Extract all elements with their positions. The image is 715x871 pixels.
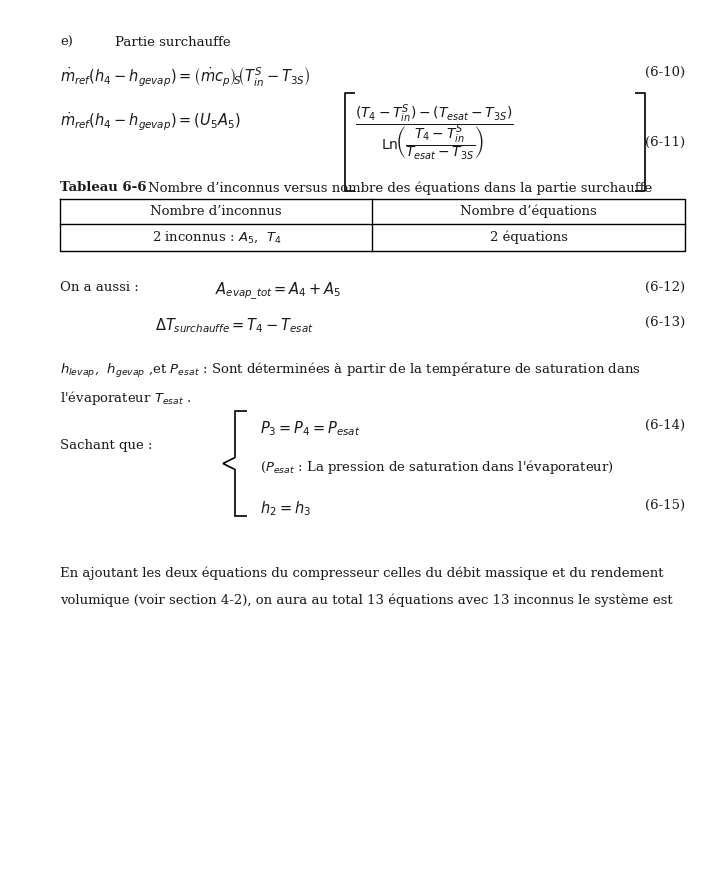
Text: On a aussi :: On a aussi :	[60, 281, 139, 294]
Text: $P_3 = P_4 = P_{esat}$: $P_3 = P_4 = P_{esat}$	[260, 419, 360, 438]
Text: Sachant que :: Sachant que :	[60, 438, 152, 451]
Text: $h_2 = h_3$: $h_2 = h_3$	[260, 499, 311, 517]
Text: (6-10): (6-10)	[645, 66, 685, 79]
Text: (6-12): (6-12)	[645, 281, 685, 294]
Text: (6-11): (6-11)	[645, 136, 685, 149]
Text: (6-14): (6-14)	[645, 419, 685, 432]
Text: $\dot{m}_{ref}(h_4 - h_{gevap}) = \left(\dot{m}c_p\right)_{\!\!S}\!\left(T^S_{in: $\dot{m}_{ref}(h_4 - h_{gevap}) = \left(…	[60, 66, 310, 90]
Text: volumique (voir section 4-2), on aura au total 13 équations avec 13 inconnus le : volumique (voir section 4-2), on aura au…	[60, 593, 673, 606]
Text: $A_{evap\_tot} = A_4 + A_5$: $A_{evap\_tot} = A_4 + A_5$	[215, 281, 341, 302]
Text: Partie surchauffe: Partie surchauffe	[115, 36, 231, 49]
Text: ($P_{esat}$ : La pression de saturation dans l'évaporateur): ($P_{esat}$ : La pression de saturation …	[260, 458, 614, 476]
Text: $\Delta T_{surchauffe} = T_4 - T_{esat}$: $\Delta T_{surchauffe} = T_4 - T_{esat}$	[155, 316, 314, 334]
Text: $h_{levap}$,  $h_{gevap}$ ,et $P_{esat}$ : Sont déterminées à partir de la tempé: $h_{levap}$, $h_{gevap}$ ,et $P_{esat}$ …	[60, 361, 641, 380]
Text: (6-13): (6-13)	[645, 316, 685, 329]
Text: (6-15): (6-15)	[645, 499, 685, 512]
Text: En ajoutant les deux équations du compresseur celles du débit massique et du ren: En ajoutant les deux équations du compre…	[60, 566, 664, 579]
Text: Nombre d’inconnus: Nombre d’inconnus	[150, 205, 282, 218]
Text: e): e)	[60, 36, 73, 49]
Text: 2 inconnus : $A_5$,  $T_4$: 2 inconnus : $A_5$, $T_4$	[152, 230, 281, 246]
Text: 2 équations: 2 équations	[490, 231, 568, 244]
Text: Nombre d’inconnus versus nombre des équations dans la partie surchauffe: Nombre d’inconnus versus nombre des équa…	[148, 181, 652, 194]
Text: Nombre d’équations: Nombre d’équations	[460, 205, 597, 219]
Text: $\dot{m}_{ref}(h_4 - h_{gevap}) = (U_5A_5)$: $\dot{m}_{ref}(h_4 - h_{gevap}) = (U_5A_…	[60, 111, 240, 133]
Text: Tableau 6-6: Tableau 6-6	[60, 181, 147, 194]
Text: $\dfrac{(T_4 - T^S_{in}) - (T_{esat} - T_{3S})}{\mathrm{Ln}\!\left(\dfrac{T_4 - : $\dfrac{(T_4 - T^S_{in}) - (T_{esat} - T…	[355, 103, 513, 163]
Text: l'évaporateur $T_{esat}$ .: l'évaporateur $T_{esat}$ .	[60, 389, 192, 407]
